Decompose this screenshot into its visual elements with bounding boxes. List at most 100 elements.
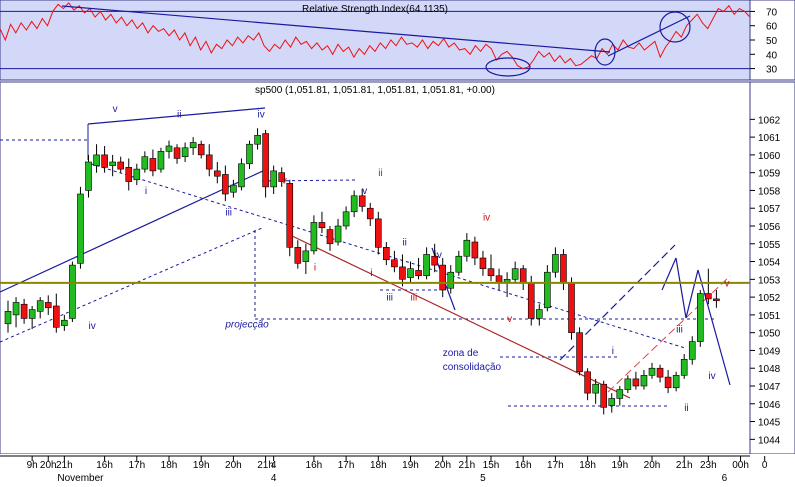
price-tick-label: 1062 bbox=[758, 115, 781, 126]
candle-body-down bbox=[326, 229, 334, 245]
x-tick-label: 16h bbox=[515, 460, 532, 471]
candle-body-up bbox=[141, 156, 149, 170]
candle bbox=[254, 128, 261, 150]
candle bbox=[181, 142, 189, 162]
candle bbox=[262, 130, 269, 198]
candle-body-down bbox=[519, 268, 527, 284]
candle-body-up bbox=[77, 193, 84, 264]
x-tick-label: 17h bbox=[338, 460, 355, 471]
candle bbox=[20, 298, 28, 324]
candle bbox=[688, 336, 696, 365]
date-label: 4 bbox=[271, 473, 277, 482]
candle-body-up bbox=[189, 142, 197, 149]
price-tick-label: 1053 bbox=[758, 275, 781, 286]
candle-body-down bbox=[262, 133, 269, 188]
candle-body-down bbox=[431, 255, 438, 266]
x-tick-label: 20h bbox=[225, 460, 242, 471]
candle bbox=[592, 378, 599, 404]
candle-body-down bbox=[125, 167, 133, 182]
candle-body-up bbox=[511, 268, 519, 280]
price-title: sp500 (1,051.81, 1,051.81, 1,051.81, 1,0… bbox=[255, 85, 495, 96]
wave-annotation: zona de bbox=[443, 348, 479, 359]
rsi-circle-high bbox=[659, 11, 691, 43]
price-tick-label: 1061 bbox=[758, 133, 781, 144]
price-tick-label: 1045 bbox=[758, 418, 781, 429]
date-label: November bbox=[57, 473, 104, 482]
candle bbox=[36, 297, 44, 319]
candle bbox=[278, 167, 286, 187]
candle bbox=[133, 163, 141, 186]
wave-annotation: iv bbox=[483, 213, 490, 224]
candle-body-up bbox=[28, 309, 36, 319]
candle-body-up bbox=[535, 309, 543, 319]
wave-annotation: v bbox=[362, 186, 367, 197]
x-tick-label: 21h bbox=[676, 460, 693, 471]
candle bbox=[286, 179, 294, 257]
candle-body-up bbox=[672, 375, 680, 389]
candle-body-down bbox=[383, 247, 390, 261]
candle bbox=[52, 293, 60, 333]
wave-annotation: ii bbox=[684, 403, 688, 414]
price-tick-label: 1054 bbox=[758, 258, 781, 269]
candle-body-up bbox=[36, 300, 44, 312]
candle bbox=[455, 250, 463, 276]
candle bbox=[246, 140, 253, 170]
candle-body-up bbox=[455, 255, 463, 273]
candle-body-down bbox=[479, 257, 487, 269]
candle-body-up bbox=[624, 378, 632, 390]
candle-body-up bbox=[230, 184, 237, 193]
candle-body-up bbox=[544, 271, 551, 309]
candle bbox=[149, 149, 157, 177]
candle-body-up bbox=[181, 147, 189, 157]
candle-body-up bbox=[648, 367, 656, 376]
rsi-axis-area bbox=[749, 0, 795, 81]
candle bbox=[664, 370, 672, 394]
rsi-title: Relative Strength Index(64.1135) bbox=[302, 4, 448, 15]
candle bbox=[12, 297, 20, 328]
wave-annotation: iii bbox=[676, 325, 683, 336]
wave-annotation: i bbox=[314, 262, 316, 273]
x-tick-label: 17h bbox=[547, 460, 564, 471]
candle bbox=[270, 165, 277, 194]
candle-body-up bbox=[254, 135, 261, 145]
candle bbox=[93, 144, 100, 173]
candle-body-up bbox=[12, 302, 20, 316]
candle-body-down bbox=[278, 172, 286, 182]
x-tick-label: 19h bbox=[611, 460, 628, 471]
wave-annotation: iii bbox=[411, 293, 418, 304]
candle-body-down bbox=[294, 247, 302, 264]
candle-body-up bbox=[616, 389, 624, 399]
rsi-background bbox=[0, 0, 751, 81]
x-tick-label: 17h bbox=[128, 460, 145, 471]
x-tick-label: 23h bbox=[700, 460, 717, 471]
candle bbox=[141, 151, 149, 173]
candle-body-down bbox=[358, 195, 366, 207]
candle bbox=[423, 247, 430, 280]
candle-body-down bbox=[527, 282, 535, 319]
rsi-tick-label: 60 bbox=[766, 22, 778, 33]
candle bbox=[374, 211, 382, 255]
candle bbox=[511, 261, 519, 283]
price-tick-label: 1044 bbox=[758, 435, 781, 446]
candle bbox=[616, 386, 624, 406]
candle bbox=[173, 144, 181, 164]
x-axis-area bbox=[0, 454, 795, 482]
candle bbox=[471, 236, 479, 266]
candle bbox=[399, 254, 406, 287]
candle-body-down bbox=[52, 305, 60, 328]
candle bbox=[350, 190, 358, 218]
candle bbox=[544, 265, 551, 312]
candle-body-up bbox=[302, 250, 310, 262]
wave-annotation: iv bbox=[435, 250, 442, 261]
candle-body-down bbox=[584, 371, 591, 394]
rsi-overlays bbox=[61, 5, 691, 77]
wave-annotation: v bbox=[724, 278, 729, 289]
projection-path-1 bbox=[661, 257, 677, 291]
candle bbox=[205, 144, 213, 177]
candle-body-up bbox=[423, 254, 430, 277]
candle-body-down bbox=[391, 259, 398, 268]
candle-body-up bbox=[246, 143, 253, 165]
date-label: 5 bbox=[480, 473, 486, 482]
